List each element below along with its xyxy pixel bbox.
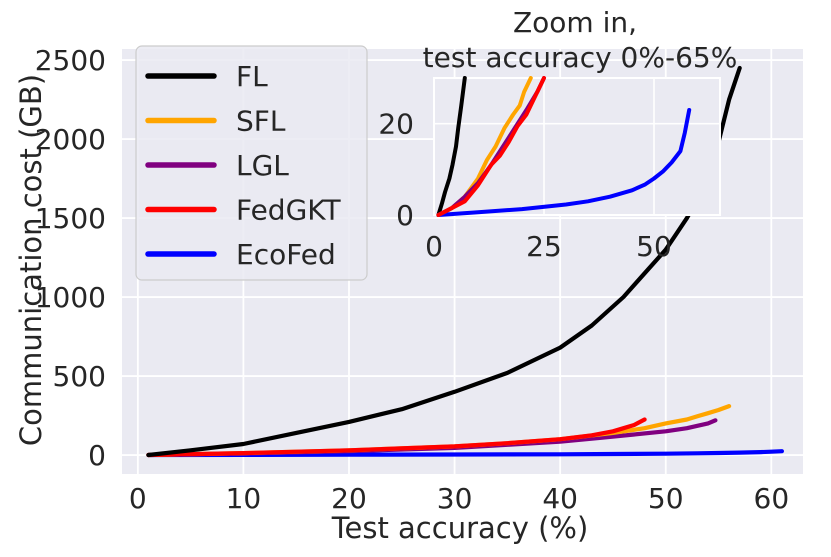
y-tick-label: 1500 [35, 202, 106, 235]
x-tick-label: 0 [129, 482, 147, 515]
y-axis-label: Communication cost (GB) [14, 74, 48, 446]
y-tick-label: 500 [53, 360, 106, 393]
y-tick-label: 1000 [35, 281, 106, 314]
x-tick-label: 60 [754, 482, 790, 515]
x-axis-label: Test accuracy (%) [331, 511, 589, 545]
legend-label-ecofed: EcoFed [236, 238, 336, 271]
x-tick-label: 10 [226, 482, 262, 515]
legend: FL SFL LGL FedGKT EcoFed [135, 45, 368, 281]
y-tick-label: 2000 [35, 123, 106, 156]
y-tick-label: 0 [88, 439, 106, 472]
inset-series-line-fedgkt [436, 76, 546, 217]
inset-y-tick-label: 0 [396, 199, 414, 232]
x-tick-label: 30 [437, 482, 473, 515]
y-tick-label: 2500 [35, 44, 106, 77]
legend-label-fedgkt: FedGKT [236, 194, 341, 227]
x-tick-label: 20 [331, 482, 367, 515]
zoom-inset: Zoom in, test accuracy 0%-65% 0 25 50 0 20 [378, 6, 737, 263]
inset-plot-area [433, 77, 721, 216]
inset-x-tick-label: 0 [425, 230, 443, 263]
inset-title-line2: test accuracy 0%-65% [423, 41, 738, 74]
x-tick-label: 50 [648, 482, 684, 515]
legend-label-sfl: SFL [236, 105, 286, 138]
inset-x-tick-label: 50 [636, 230, 672, 263]
series-line-ecofed [146, 449, 785, 458]
inset-y-tick-label: 20 [378, 108, 414, 141]
legend-label-lgl: LGL [236, 149, 289, 182]
inset-title-line1: Zoom in, [513, 6, 637, 39]
legend-label-fl: FL [236, 60, 268, 93]
legend-box [135, 45, 368, 281]
series-line-fedgkt [146, 417, 647, 458]
x-tick-label: 40 [542, 482, 578, 515]
inset-x-tick-label: 25 [526, 230, 562, 263]
inset-series-line-fl [436, 76, 467, 217]
inset-series-line-ecofed [436, 108, 692, 217]
